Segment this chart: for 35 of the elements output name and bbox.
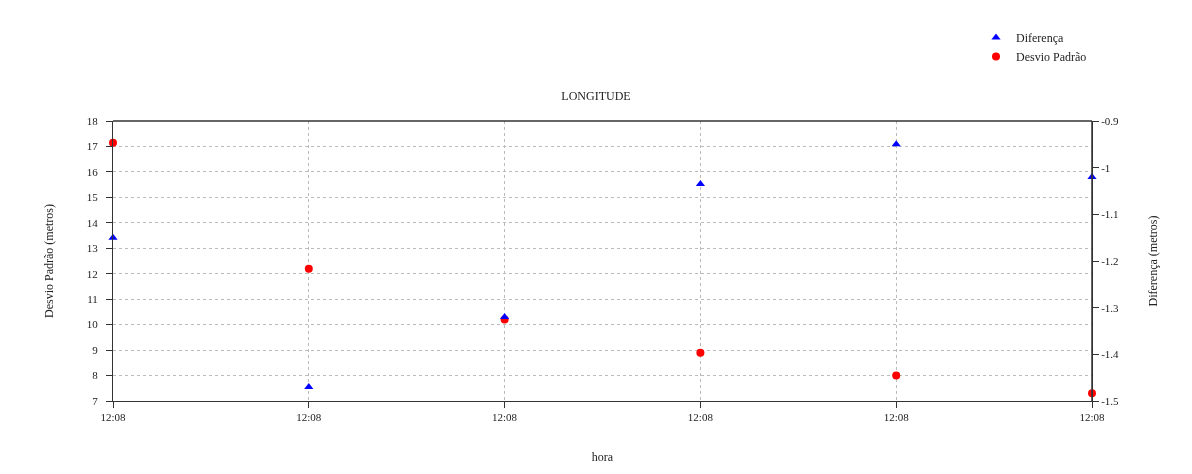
y2-tick-label: -1 [1101, 161, 1111, 174]
y2-tick-label: -1.2 [1101, 254, 1119, 267]
y2-tick-label: -1.3 [1101, 301, 1120, 314]
point [892, 371, 901, 380]
y2-tick-label: -1.4 [1101, 348, 1120, 361]
x-tick-label: 12:08 [687, 411, 714, 424]
x-tick-label: 12:08 [1079, 411, 1106, 424]
point [109, 138, 117, 147]
y2-axis-title: Diferença (metros) [1146, 215, 1161, 307]
y-tick-label: 13 [86, 242, 99, 255]
point [304, 264, 313, 273]
x-tick-label: 12:08 [100, 411, 127, 424]
y2-tick-label: -1.5 [1101, 394, 1120, 407]
x-tick-label: 12:08 [492, 411, 518, 424]
x-tick-label: 12:08 [296, 411, 322, 424]
y-tick-label: 11 [87, 293, 98, 306]
y-tick-label: 12 [86, 267, 98, 280]
point [696, 348, 705, 357]
y-tick-label: 17 [86, 140, 99, 153]
y-tick-label: 8 [92, 369, 99, 382]
y-tick-label: 9 [92, 343, 99, 356]
legend-label: Diferença [1016, 31, 1064, 46]
y2-tick-label: -0.9 [1101, 114, 1120, 127]
y-tick-label: 10 [86, 318, 99, 331]
y-tick-label: 18 [86, 114, 99, 127]
x-axis-title: hora [591, 450, 614, 465]
y-tick-label: 7 [92, 394, 99, 407]
y-tick-label: 15 [86, 191, 99, 204]
x-tick-label: 12:08 [883, 411, 910, 424]
chart-title: LONGITUDE [561, 89, 631, 103]
y-axis-title: Desvio Padrão (metros) [42, 204, 57, 318]
y-tick-label: 14 [86, 216, 99, 229]
y2-tick-label: -1.1 [1101, 208, 1119, 221]
y-tick-label: 16 [86, 165, 99, 178]
legend-label: Desvio Padrão [1016, 50, 1087, 65]
